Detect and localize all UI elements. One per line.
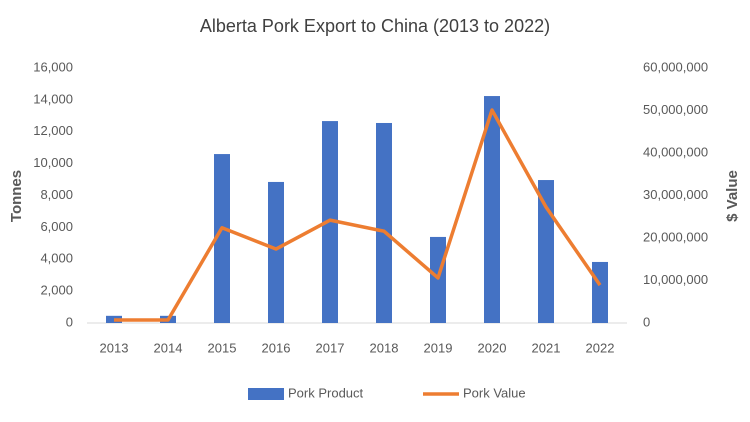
legend-label: Pork Value (463, 385, 526, 400)
bar (214, 154, 230, 323)
bar (430, 236, 446, 323)
chart-title: Alberta Pork Export to China (2013 to 20… (200, 16, 550, 36)
y-axis-title: Tonnes (8, 170, 25, 222)
y-tick-label: 12,000 (33, 123, 73, 138)
x-tick-label: 2019 (424, 340, 453, 355)
y-tick-label: 16,000 (33, 59, 73, 74)
x-tick-label: 2020 (478, 340, 507, 355)
x-tick-label: 2016 (262, 340, 291, 355)
bar (268, 181, 284, 323)
x-tick-label: 2021 (532, 340, 561, 355)
y2-tick-label: 20,000,000 (643, 229, 708, 244)
y2-tick-label: 40,000,000 (643, 144, 708, 159)
y-tick-label: 14,000 (33, 91, 73, 106)
y-tick-label: 6,000 (40, 219, 73, 234)
bar (376, 122, 392, 323)
x-tick-label: 2014 (154, 340, 183, 355)
legend-swatch (248, 388, 284, 400)
y2-tick-label: 50,000,000 (643, 102, 708, 117)
y2-tick-label: 30,000,000 (643, 187, 708, 202)
y2-axis-title: $ Value (724, 170, 741, 222)
x-tick-label: 2022 (586, 340, 615, 355)
x-tick-label: 2018 (370, 340, 399, 355)
y-tick-label: 4,000 (40, 251, 73, 266)
y2-tick-label: 10,000,000 (643, 272, 708, 287)
y2-tick-label: 0 (643, 314, 650, 329)
line (114, 108, 602, 322)
y2-tick-label: 60,000,000 (643, 59, 708, 74)
y-tick-label: 0 (66, 314, 73, 329)
x-tick-label: 2015 (208, 340, 237, 355)
y-tick-label: 8,000 (40, 187, 73, 202)
bar (484, 96, 500, 323)
y-tick-label: 10,000 (33, 155, 73, 170)
bar (592, 261, 608, 323)
x-tick-label: 2017 (316, 340, 345, 355)
legend-label: Pork Product (288, 385, 364, 400)
bar (538, 180, 554, 323)
y-tick-label: 2,000 (40, 283, 73, 298)
x-tick-label: 2013 (100, 340, 129, 355)
